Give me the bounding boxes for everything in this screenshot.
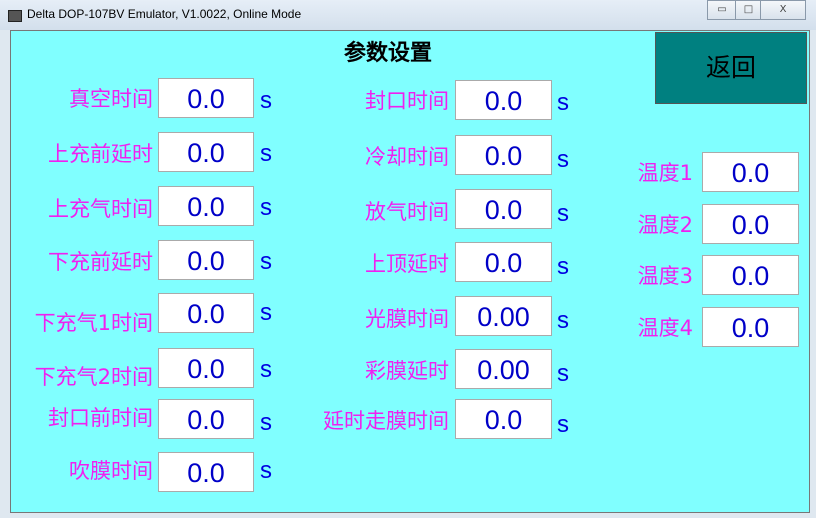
param-value-field[interactable]: 0.0 [158,452,254,492]
unit-label: s [260,299,272,326]
maximize-button[interactable]: □ [735,0,762,20]
param-value-field[interactable]: 0.0 [455,135,552,175]
param-value-field[interactable]: 0.0 [158,293,254,333]
param-value-field[interactable]: 0.0 [455,242,552,282]
unit-label: s [260,140,272,167]
temperature-label: 温度4 [637,316,693,340]
app-icon [8,10,22,22]
param-label: 彩膜延时 [365,359,449,383]
param-label: 上顶延时 [365,252,449,276]
param-value-field[interactable]: 0.0 [455,399,552,439]
return-button[interactable]: 返回 [655,32,807,104]
unit-label: s [557,360,569,387]
unit-label: s [557,307,569,334]
unit-label: s [557,253,569,280]
param-label: 上充前延时 [48,142,153,166]
param-label: 冷却时间 [365,145,449,169]
minimize-button[interactable]: ▭ [707,0,737,20]
param-value-field[interactable]: 0.0 [158,186,254,226]
temperature-label: 温度2 [637,213,693,237]
temperature-value: 0.0 [702,152,799,192]
unit-label: s [557,89,569,116]
param-label: 放气时间 [365,200,449,224]
unit-label: s [260,194,272,221]
param-value-field[interactable]: 0.0 [158,240,254,280]
param-label: 光膜时间 [365,307,449,331]
hmi-screen: 参数设置 返回 真空时间 0.0 s 上充前延时 0.0 s 上充气时间 0.0 s 下充前延时 0… [10,30,810,513]
unit-label: s [557,146,569,173]
param-label: 吹膜时间 [69,459,153,483]
param-label: 下充气2时间 [34,365,153,389]
param-value-field[interactable]: 0.00 [455,349,552,389]
unit-label: s [260,409,272,436]
param-label: 延时走膜时间 [323,409,449,433]
param-label: 下充气1时间 [34,311,153,335]
temperature-value: 0.0 [702,255,799,295]
temperature-label: 温度3 [637,264,693,288]
param-value-field[interactable]: 0.0 [455,189,552,229]
param-label: 上充气时间 [48,197,153,221]
window-title: Delta DOP-107BV Emulator, V1.0022, Onlin… [27,7,302,21]
title-bar: Delta DOP-107BV Emulator, V1.0022, Onlin… [0,0,816,30]
temperature-label: 温度1 [637,161,693,185]
unit-label: s [557,200,569,227]
unit-label: s [260,248,272,275]
unit-label: s [260,87,272,114]
unit-label: s [260,356,272,383]
param-label: 封口前时间 [48,406,153,430]
unit-label: s [557,411,569,438]
param-label: 下充前延时 [48,250,153,274]
param-label: 真空时间 [69,87,153,111]
temperature-value: 0.0 [702,307,799,347]
param-value-field[interactable]: 0.0 [158,399,254,439]
param-value-field[interactable]: 0.0 [158,348,254,388]
param-value-field[interactable]: 0.00 [455,296,552,336]
param-value-field[interactable]: 0.0 [158,132,254,172]
page-title: 参数设置 [344,41,433,66]
close-button[interactable]: X [760,0,806,20]
param-label: 封口时间 [365,89,449,113]
param-value-field[interactable]: 0.0 [158,78,254,118]
unit-label: s [260,457,272,484]
param-value-field[interactable]: 0.0 [455,80,552,120]
temperature-value: 0.0 [702,204,799,244]
